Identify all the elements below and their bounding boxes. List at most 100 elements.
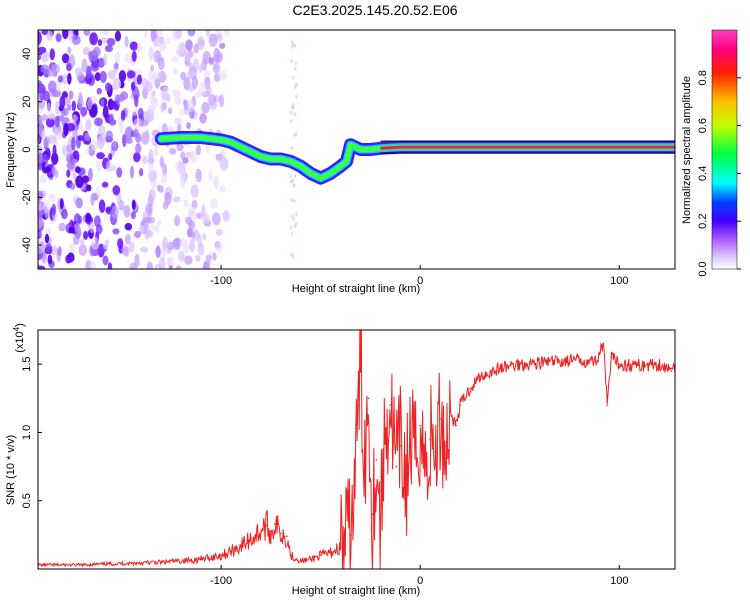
spectral-blob — [202, 262, 211, 269]
spectral-blob — [137, 107, 144, 120]
spectral-blob — [85, 66, 92, 79]
spectral-blob — [71, 35, 81, 45]
spectral-blob — [109, 100, 118, 110]
snr-point — [449, 411, 451, 413]
spectral-blob — [174, 215, 181, 227]
spectral-blob — [191, 199, 198, 209]
spectral-blob — [215, 228, 223, 236]
spectral-blob — [222, 209, 230, 222]
spectral-blob — [74, 67, 84, 76]
spectral-blob — [183, 199, 189, 208]
spectral-blob — [111, 205, 119, 219]
spectral-blob — [133, 118, 143, 131]
spectral-blob — [183, 100, 189, 111]
spectral-blob — [289, 174, 293, 179]
spectral-blob — [212, 55, 221, 63]
spectral-blob — [45, 243, 53, 254]
spectral-blob — [175, 160, 184, 173]
spectral-blob — [114, 50, 120, 64]
spectral-blob — [293, 224, 297, 229]
spectral-blob — [117, 94, 125, 103]
snr-point — [220, 554, 222, 557]
spectral-blob — [66, 63, 72, 71]
spectral-blob — [94, 72, 101, 82]
snr-y-ticks: 0.5 1.0 1.5 — [21, 356, 42, 508]
spectral-blob — [41, 87, 46, 95]
spectral-blob — [189, 238, 196, 253]
spectrogram-y-tick-label: -20 — [21, 189, 33, 205]
spectral-blob — [68, 90, 74, 100]
spectral-blob — [66, 169, 71, 178]
spectral-blob — [154, 225, 160, 233]
spectral-blob — [139, 246, 149, 253]
spectral-blob — [184, 49, 191, 61]
spectral-blob — [89, 221, 95, 234]
spectral-blob — [90, 236, 100, 250]
spectral-blob — [290, 197, 293, 202]
spectral-blob — [112, 140, 117, 151]
spectral-blob — [293, 174, 297, 179]
colorbar-label: Normalized spectral amplitude — [681, 76, 693, 224]
spectral-blob — [80, 106, 88, 117]
snr-point — [270, 534, 272, 536]
spectral-blob — [38, 154, 43, 164]
spectral-blob — [55, 115, 60, 128]
spectral-blob — [179, 109, 185, 117]
spectral-blob — [150, 30, 156, 43]
spectral-blob — [201, 101, 210, 114]
snr-line — [38, 330, 675, 569]
spectral-blob — [130, 81, 136, 92]
spectral-blob — [293, 43, 297, 48]
snr-point — [274, 523, 276, 525]
snr-point — [479, 375, 481, 378]
snr-point — [670, 370, 672, 372]
spectral-blob — [79, 238, 85, 245]
spectral-blob — [49, 48, 55, 61]
spectral-blob — [205, 30, 211, 37]
spectral-blob — [124, 222, 133, 231]
spectral-blob — [202, 213, 211, 225]
spectral-blob — [188, 62, 194, 73]
spectral-blob — [292, 103, 295, 108]
spectral-blob — [208, 33, 218, 47]
spectral-blob — [114, 30, 122, 42]
spectral-blob — [72, 171, 77, 180]
spectral-blob — [148, 95, 157, 104]
spectrogram-x-tick-label: 100 — [610, 275, 628, 287]
spectral-blob — [75, 197, 83, 209]
snr-y-multiplier: (x104) — [12, 323, 26, 353]
spectral-blob — [188, 98, 194, 113]
snr-point — [309, 558, 312, 561]
snr-x-ticks: -100 0 100 — [210, 565, 628, 587]
spectral-blob — [105, 130, 114, 141]
spectral-blob — [97, 39, 103, 47]
spectral-blob — [107, 262, 113, 269]
spectral-blob — [71, 136, 76, 151]
spectral-blob — [113, 62, 119, 74]
spectral-blob — [55, 32, 62, 43]
spectral-blob — [78, 121, 84, 133]
spectral-blob — [198, 82, 207, 96]
snr-point — [260, 529, 262, 532]
spectral-blob — [61, 53, 70, 64]
spectral-blob — [199, 112, 207, 124]
spectral-blob — [290, 145, 293, 150]
spectral-blob — [291, 254, 295, 259]
spectral-blob — [78, 244, 88, 256]
spectral-blob — [206, 84, 212, 98]
spectral-blob — [123, 246, 130, 257]
snr-point — [329, 551, 332, 554]
spectral-blob — [192, 58, 199, 73]
spectral-blob — [38, 31, 42, 45]
spectral-blob — [78, 91, 83, 105]
spectral-blob — [133, 152, 141, 163]
spectral-blob — [61, 208, 68, 220]
spectral-blob — [81, 58, 88, 73]
spectral-blob — [124, 126, 134, 140]
snr-point — [429, 438, 431, 441]
spectral-noise-blobs — [38, 30, 298, 269]
spectral-blob — [171, 30, 178, 42]
spectral-blob — [290, 231, 294, 236]
snr-point — [286, 535, 288, 538]
spectral-blob — [195, 255, 201, 262]
